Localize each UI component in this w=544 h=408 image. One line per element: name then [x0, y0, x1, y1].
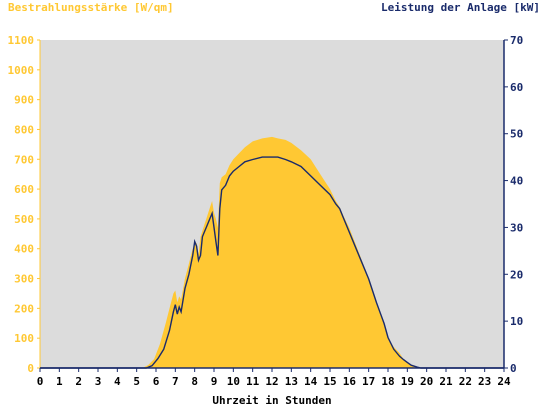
right-tick-label: 30 — [510, 221, 523, 234]
left-tick-label: 100 — [14, 332, 34, 345]
left-tick-label: 1100 — [8, 34, 35, 47]
left-tick-label: 200 — [14, 302, 34, 315]
irradiance-area — [40, 136, 504, 368]
left-tick-label: 500 — [14, 213, 34, 226]
x-tick-label: 1 — [56, 375, 63, 388]
left-tick-label: 0 — [27, 362, 34, 375]
x-tick-label: 5 — [133, 375, 140, 388]
left-tick-label: 300 — [14, 273, 34, 286]
x-tick-label: 4 — [114, 375, 121, 388]
left-tick-label: 400 — [14, 243, 34, 256]
x-tick-label: 11 — [246, 375, 260, 388]
x-tick-label: 6 — [153, 375, 160, 388]
x-tick-label: 13 — [285, 375, 298, 388]
x-tick-label: 24 — [497, 375, 511, 388]
left-tick-label: 800 — [14, 123, 34, 136]
x-axis-label: Uhrzeit in Stunden — [212, 394, 332, 407]
left-tick-label: 1000 — [8, 64, 35, 77]
left-tick-label: 600 — [14, 183, 34, 196]
left-axis-label: Bestrahlungsstärke [W/qm] — [8, 1, 174, 14]
x-tick-label: 15 — [323, 375, 336, 388]
x-tick-label: 14 — [304, 375, 318, 388]
right-tick-label: 20 — [510, 268, 523, 281]
right-tick-label: 40 — [510, 175, 523, 188]
x-tick-label: 18 — [381, 375, 394, 388]
right-tick-label: 60 — [510, 81, 523, 94]
x-tick-label: 8 — [191, 375, 198, 388]
x-tick-label: 2 — [75, 375, 82, 388]
x-tick-label: 22 — [459, 375, 472, 388]
right-tick-label: 50 — [510, 128, 523, 141]
x-tick-label: 0 — [37, 375, 44, 388]
x-tick-label: 19 — [401, 375, 414, 388]
x-tick-label: 3 — [95, 375, 102, 388]
x-tick-label: 20 — [420, 375, 433, 388]
x-tick-label: 17 — [362, 375, 375, 388]
right-tick-label: 0 — [510, 362, 517, 375]
right-axis-label: Leistung der Anlage [kW] — [381, 1, 540, 14]
x-tick-label: 21 — [439, 375, 453, 388]
power-line — [40, 156, 504, 369]
x-tick-label: 16 — [343, 375, 357, 388]
x-tick-label: 9 — [211, 375, 218, 388]
right-tick-label: 10 — [510, 315, 523, 328]
x-tick-label: 7 — [172, 375, 179, 388]
x-tick-label: 23 — [478, 375, 491, 388]
left-tick-label: 900 — [14, 94, 34, 107]
right-tick-label: 70 — [510, 34, 523, 47]
x-tick-label: 10 — [227, 375, 240, 388]
x-tick-label: 12 — [265, 375, 278, 388]
left-tick-label: 700 — [14, 153, 34, 166]
